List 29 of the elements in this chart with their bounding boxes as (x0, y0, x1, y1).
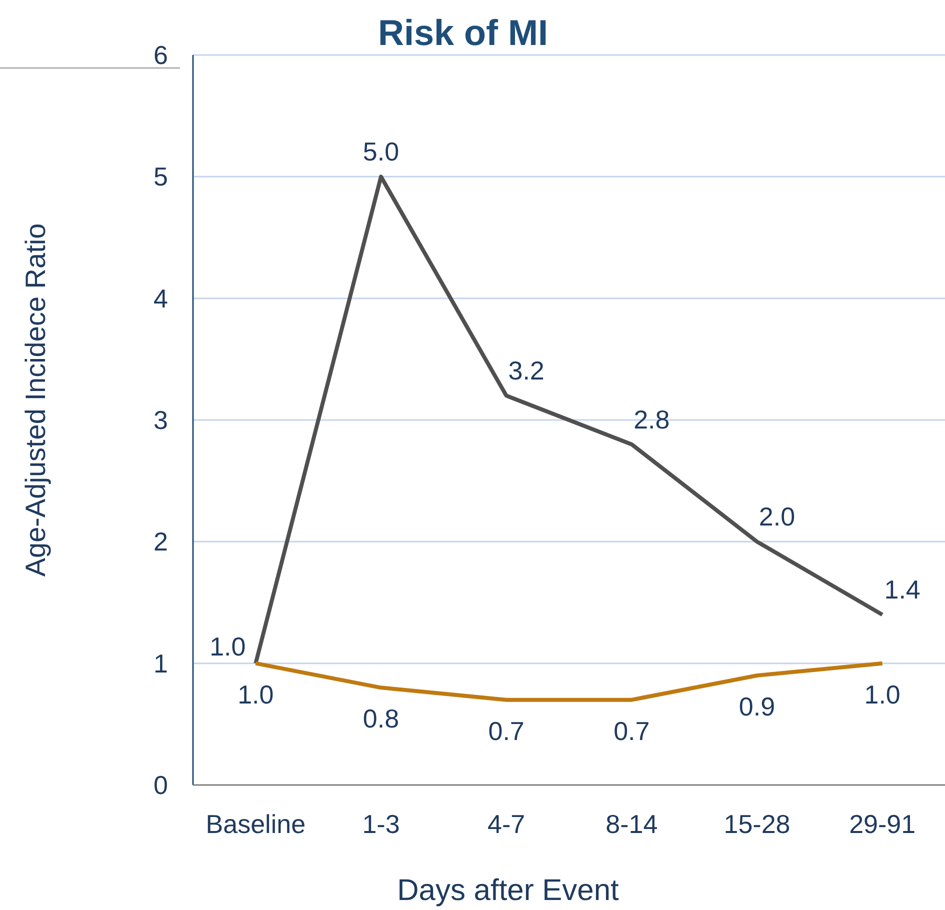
x-tick-label: 15-28 (724, 809, 790, 839)
chart-title: Risk of MI (378, 12, 548, 53)
y-tick-label: 0 (154, 770, 168, 800)
x-tick-label: 29-91 (849, 809, 916, 839)
y-tick-label: 5 (154, 162, 168, 192)
y-axis-title: Age-Adjusted Incidece Ratio (20, 223, 51, 577)
data-label: 1.0 (238, 679, 274, 710)
data-label: 2.8 (634, 404, 670, 434)
line-series (254, 174, 884, 666)
data-label: 2.0 (758, 502, 796, 532)
y-tick-label: 2 (154, 526, 168, 557)
data-label: 1.0 (210, 631, 246, 662)
x-tick-label: 8-14 (606, 809, 658, 839)
x-tick-label: 4-7 (488, 809, 526, 839)
x-tick-label: 1-3 (362, 809, 400, 839)
data-label: 3.2 (508, 356, 544, 386)
x-tick-label: Baseline (206, 809, 306, 839)
y-tick-label: 4 (154, 283, 168, 314)
data-label: 1.4 (884, 574, 920, 605)
data-label: 0.8 (362, 704, 400, 734)
y-tick-label: 6 (154, 40, 168, 70)
data-label: 0.9 (738, 692, 776, 722)
data-label: 0.7 (488, 716, 524, 746)
data-label: 0.7 (614, 716, 650, 746)
y-tick-label: 1 (154, 648, 168, 678)
data-label: 5.0 (362, 136, 400, 167)
x-axis-title: Days after Event (397, 874, 620, 907)
data-label: 1.0 (864, 679, 900, 710)
y-tick-label: 3 (154, 405, 168, 435)
